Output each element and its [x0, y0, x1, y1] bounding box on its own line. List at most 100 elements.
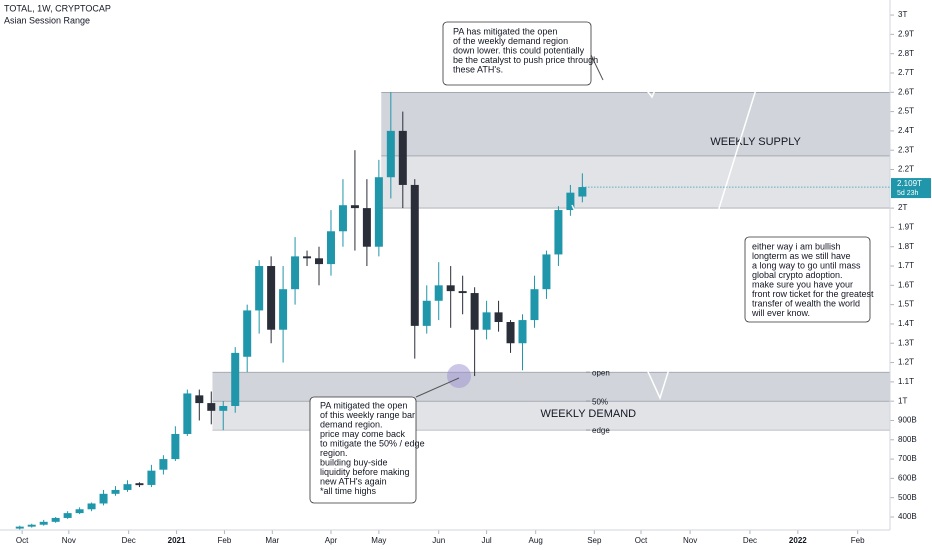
annotation-line: PA mitigated the open — [320, 400, 407, 410]
annotation-line: PA has mitigated the open — [453, 26, 557, 36]
y-tick-label: 1.3T — [898, 338, 914, 347]
zone-upper — [381, 92, 890, 156]
y-tick-label: 900B — [898, 416, 917, 425]
candle-body — [231, 352, 240, 406]
annotation-line: to mitigate the 50% / edge — [320, 438, 425, 448]
candle-body — [494, 312, 503, 323]
y-tick-label: 2.2T — [898, 165, 914, 174]
annotation-line: of the weekly demand region — [453, 36, 568, 46]
x-tick-label: Aug — [529, 536, 543, 545]
y-tick-label: 1.7T — [898, 261, 914, 270]
highlight-circle — [447, 364, 471, 388]
x-tick-label: Feb — [218, 536, 232, 545]
y-tick-label: 800B — [898, 435, 917, 444]
x-tick-label: May — [371, 536, 386, 545]
candle-body — [578, 187, 587, 197]
callout-pointer — [415, 377, 460, 398]
x-tick-label: Sep — [587, 536, 602, 545]
annotation-line: demand region. — [320, 419, 383, 429]
candle-body — [338, 205, 347, 232]
x-tick-label: Mar — [265, 536, 279, 545]
zone-lower — [381, 155, 890, 209]
zone-upper — [212, 372, 890, 402]
candle-body — [386, 130, 395, 178]
candle-body — [374, 177, 383, 247]
annotation-line: be the catalyst to push price through — [453, 55, 598, 65]
x-tick-label: Jul — [481, 536, 491, 545]
x-tick-label: Oct — [635, 536, 648, 545]
annotation-line: new ATH's again — [320, 476, 387, 486]
y-tick-label: 600B — [898, 473, 917, 482]
zone-label: WEEKLY SUPPLY — [710, 136, 801, 148]
annotation-line: make sure you have your — [752, 279, 853, 289]
zone-label: WEEKLY DEMAND — [541, 408, 637, 420]
candle-body — [207, 403, 216, 411]
candle-body — [291, 256, 300, 290]
candle-body — [39, 521, 48, 525]
annotation-line: region. — [320, 448, 348, 458]
x-tick-label: Nov — [62, 536, 76, 545]
y-tick-label: 2.3T — [898, 145, 914, 154]
projection-path — [602, 13, 689, 99]
annotation-line: of this weekly range bar — [320, 410, 415, 420]
annotation-box — [442, 21, 592, 86]
x-tick-label: Apr — [325, 536, 338, 545]
y-tick-label: 1T — [898, 396, 907, 405]
y-tick-label: 1.8T — [898, 242, 914, 251]
candle-body — [123, 484, 132, 490]
arrow-head — [764, 36, 774, 47]
annotation-line: liquidity before making — [320, 467, 410, 477]
candle-body — [470, 293, 479, 330]
candle-body — [63, 513, 72, 518]
x-tick-label: Jun — [432, 536, 445, 545]
annotation-line: longterm as we still have — [752, 251, 851, 261]
candle-body — [422, 300, 431, 326]
annotation-box — [744, 236, 871, 323]
candle-body — [27, 524, 36, 527]
candle-body — [566, 192, 575, 211]
candle-body — [159, 459, 168, 470]
candle-body — [267, 266, 276, 330]
chart-title: TOTAL, 1W, CRYPTOCAP — [4, 3, 111, 13]
candle-body — [87, 503, 96, 510]
candle-body — [243, 310, 252, 357]
y-tick-label: 2.5T — [898, 107, 914, 116]
arrow-head — [680, 12, 690, 23]
candle-body — [518, 320, 527, 344]
candle-body — [171, 433, 180, 460]
y-tick-label: 1.4T — [898, 319, 914, 328]
candle-body — [135, 483, 144, 486]
candle-body — [326, 231, 335, 265]
projection-path — [571, 37, 773, 401]
candle-body — [458, 291, 467, 294]
indicator-label: Asian Session Range — [4, 15, 90, 25]
candle-body — [554, 210, 563, 255]
candle-body — [111, 489, 120, 494]
x-tick-label: Dec — [122, 536, 136, 545]
annotation-line: global crypto adoption. — [752, 270, 843, 280]
level-label: 50% — [592, 397, 608, 406]
candle-body — [195, 395, 204, 404]
candle-body — [255, 266, 264, 311]
annotation-line: a long way to go until mass — [752, 260, 861, 270]
annotation-line: building buy-side — [320, 457, 388, 467]
candle-body — [350, 205, 359, 209]
candle-body — [530, 289, 539, 321]
candle-body — [99, 493, 108, 504]
y-tick-label: 400B — [898, 512, 917, 521]
candle-body — [15, 526, 24, 529]
annotation-line: transfer of wealth the world — [752, 298, 860, 308]
candle-body — [482, 312, 491, 330]
candle-body — [147, 470, 156, 485]
x-tick-label: Nov — [683, 536, 697, 545]
y-tick-label: 1.9T — [898, 223, 914, 232]
candle-body — [183, 393, 192, 434]
candle-body — [279, 289, 288, 330]
annotation-line: will ever know. — [751, 308, 810, 318]
callout-pointer — [590, 54, 604, 81]
candle-body — [398, 130, 407, 185]
y-tick-label: 700B — [898, 454, 917, 463]
y-tick-label: 1.2T — [898, 358, 914, 367]
y-tick-label: 2.7T — [898, 68, 914, 77]
